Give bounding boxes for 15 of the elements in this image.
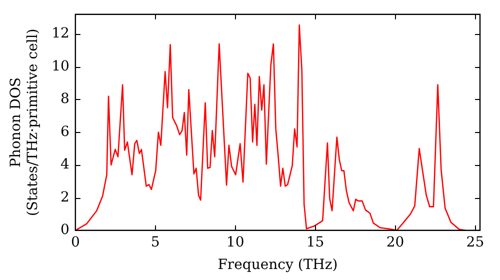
y-tick-label: 2 [60, 189, 70, 206]
y-axis-title: Phonon DOS (States/THz·primitive cell) [8, 28, 41, 216]
y-tick-label: 10 [52, 58, 70, 74]
x-tick-label: 10 [226, 234, 244, 250]
x-tick-label: 5 [150, 234, 160, 250]
x-tick-label: 25 [466, 234, 484, 250]
y-tick-label: 12 [52, 26, 70, 42]
x-axis-title: Frequency (THz) [218, 257, 338, 274]
y-tick-label: 6 [60, 124, 70, 140]
y-tick-label: 4 [60, 156, 70, 173]
x-tick-label: 15 [306, 234, 324, 250]
y-tick-label: 0 [60, 222, 70, 238]
x-tick-label: 0 [70, 234, 80, 250]
x-tick-label: 20 [386, 234, 404, 250]
y-tick-label: 8 [60, 91, 70, 108]
